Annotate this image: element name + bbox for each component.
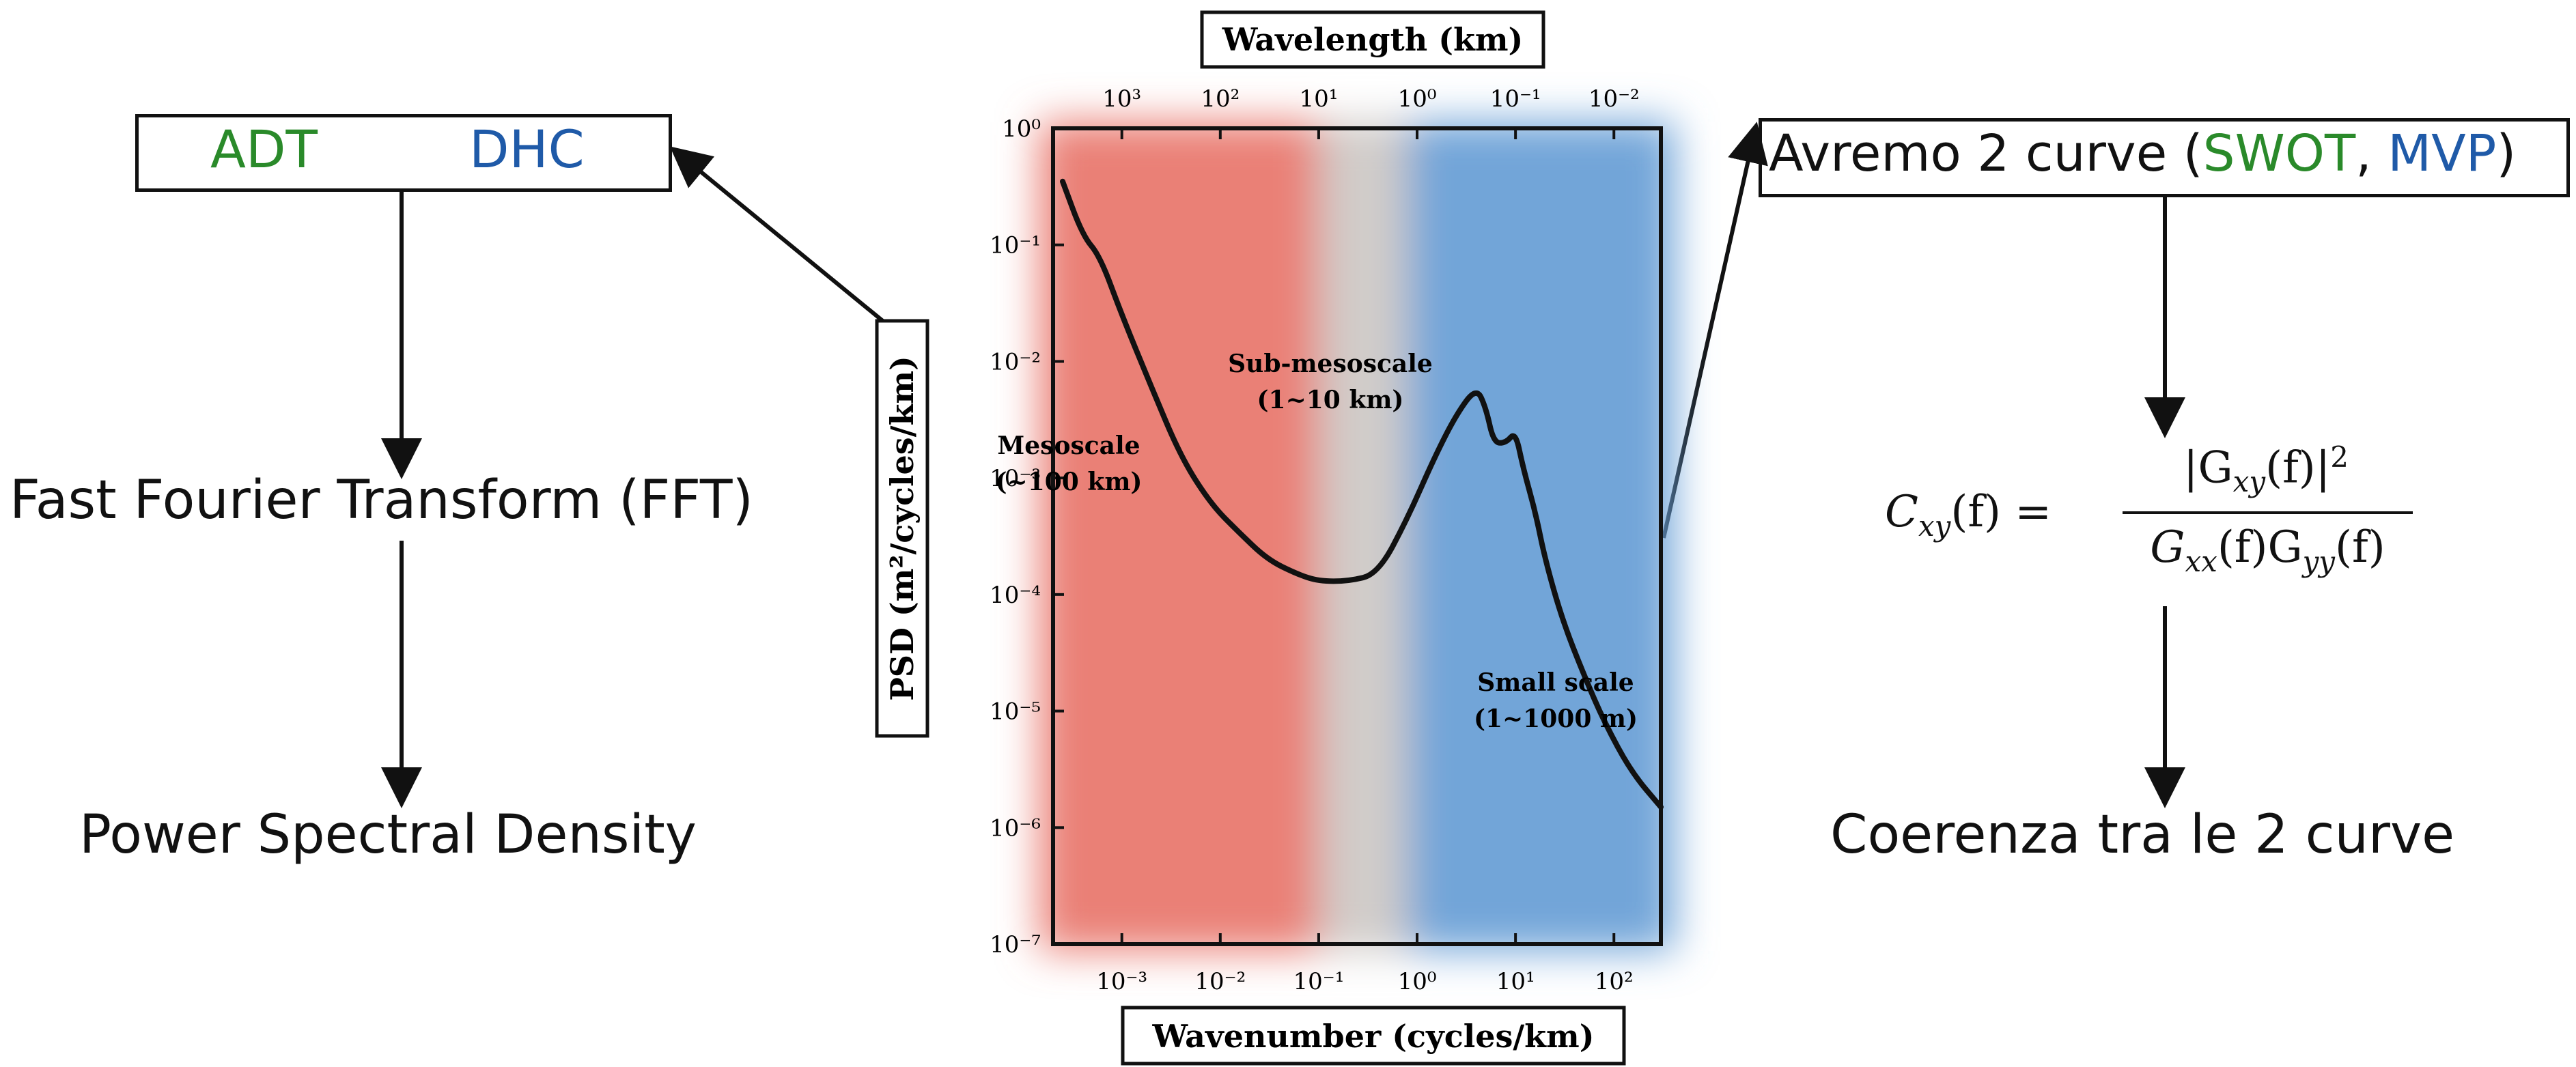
top-tick-label: 10⁻² — [1588, 85, 1640, 113]
swot-label: SWOT — [2202, 124, 2356, 183]
formula-numerator: |Gxy(f)|2 — [2183, 440, 2349, 499]
curves-label: Avremo 2 curve (SWOT, MVP) — [1769, 124, 2516, 183]
region-label-smallscale: Small scale — [1477, 668, 1634, 697]
region-range-smallscale: (1~1000 m) — [1474, 705, 1638, 733]
y-tick-label: 10⁰ — [1002, 115, 1041, 143]
dhc-label: DHC — [469, 119, 585, 180]
y-axis-title-box — [875, 319, 929, 738]
tick-marks — [1053, 127, 1616, 945]
y-tick-label: 10⁻² — [990, 348, 1041, 375]
arrow-psd-to-source — [669, 146, 886, 324]
top-axis-title-box — [1200, 10, 1545, 69]
psd-chart: 10⁰ 10⁻¹ 10⁻² 10⁻³ 10⁻⁴ 10⁻⁵ 10⁻⁶ 10⁻⁷ 10⁻³ 10⁻²… — [875, 10, 1675, 1066]
fft-step: Fast Fourier Transform (FFT) — [10, 470, 753, 531]
curves-suffix: ) — [2496, 124, 2517, 183]
top-tick-label: 10⁰ — [1398, 85, 1437, 113]
top-tick-label: 10³ — [1102, 85, 1141, 113]
arrow-chart-to-curves — [1662, 122, 1768, 539]
band-submesoscale — [1318, 122, 1408, 951]
adt-label: ADT — [210, 119, 318, 180]
region-range-mesoscale: (~100 km) — [996, 468, 1143, 496]
x-tick-label: 10⁻¹ — [1293, 968, 1345, 995]
formula-lhs: Cxy(f) = — [1885, 487, 2052, 543]
y-tick-label: 10⁻⁷ — [990, 931, 1041, 958]
psd-step: Power Spectral Density — [79, 804, 697, 866]
coherence-result: Coerenza tra le 2 curve — [1830, 804, 2455, 866]
y-tick-labels: 10⁰ 10⁻¹ 10⁻² 10⁻³ 10⁻⁴ 10⁻⁵ 10⁻⁶ 10⁻⁷ — [990, 115, 1041, 958]
x-tick-label: 10⁰ — [1398, 968, 1437, 995]
y-tick-label: 10⁻⁶ — [990, 814, 1041, 842]
bottom-axis-title-box — [1121, 1006, 1626, 1066]
x-tick-label: 10⁻² — [1194, 968, 1246, 995]
scale-bands — [1039, 122, 1675, 951]
top-tick-label: 10⁻¹ — [1490, 85, 1541, 113]
plot-frame — [1051, 126, 1663, 946]
region-label-submesoscale: Sub-mesoscale — [1228, 350, 1433, 378]
top-tick-label: 10² — [1201, 85, 1240, 113]
y-axis-title: PSD (m²/cycles/km) — [884, 356, 921, 701]
curves-prefix: Avremo 2 curve ( — [1769, 124, 2203, 183]
x-tick-label: 10² — [1595, 968, 1634, 995]
source-box: ADT DHC — [135, 114, 672, 192]
y-tick-label: 10⁻⁵ — [990, 698, 1041, 726]
psd-curve — [1060, 178, 1664, 810]
top-tick-label: 10¹ — [1299, 85, 1338, 113]
band-mesoscale — [1039, 122, 1319, 951]
top-tick-labels: 10³ 10² 10¹ 10⁰ 10⁻¹ 10⁻² — [1102, 85, 1639, 113]
x-tick-labels: 10⁻³ 10⁻² 10⁻¹ 10⁰ 10¹ 10² — [1096, 968, 1633, 995]
region-range-submesoscale: (1~10 km) — [1257, 386, 1404, 414]
fraction-bar — [2123, 511, 2413, 514]
bottom-axis-title: Wavenumber (cycles/km) — [1152, 1018, 1595, 1055]
x-tick-label: 10⁻³ — [1096, 968, 1147, 995]
y-tick-label: 10⁻³ — [990, 465, 1041, 492]
coherence-formula: Cxy(f) = |Gxy(f)|2 Gxx(f)Gyy(f) — [1885, 440, 2438, 591]
y-tick-label: 10⁻¹ — [990, 232, 1041, 259]
formula-denominator: Gxx(f)Gyy(f) — [2150, 522, 2385, 578]
curves-sep: , — [2355, 124, 2388, 183]
mvp-label: MVP — [2388, 124, 2497, 183]
region-label-mesoscale: Mesoscale — [997, 431, 1140, 460]
y-tick-label: 10⁻⁴ — [990, 582, 1041, 609]
x-tick-label: 10¹ — [1496, 968, 1535, 995]
top-axis-title: Wavelength (km) — [1222, 21, 1524, 58]
curves-box: Avremo 2 curve (SWOT, MVP) — [1759, 118, 2570, 197]
